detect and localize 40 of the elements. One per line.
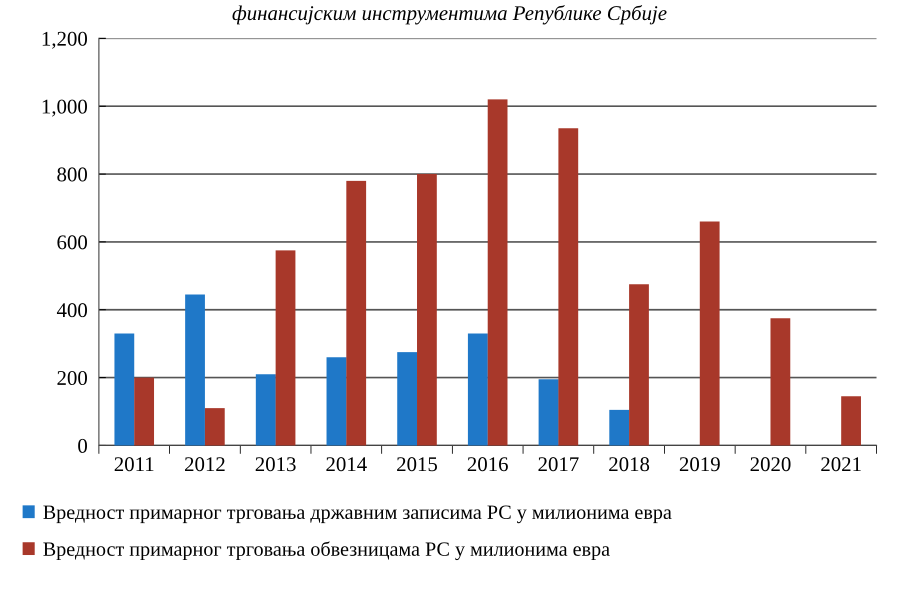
x-tick-label: 2015: [397, 457, 438, 472]
y-tick-label: 800: [57, 167, 87, 182]
bar: [417, 174, 437, 446]
bar: [468, 334, 488, 446]
bar: [185, 294, 205, 446]
x-tick-label: 2020: [750, 457, 791, 472]
y-tick-label: 200: [57, 370, 87, 386]
x-tick-label: 2018: [609, 457, 650, 472]
x-tick-label: 2012: [185, 457, 225, 472]
x-tick-label: 2019: [680, 457, 720, 472]
x-tick-label: 2011: [114, 457, 154, 472]
y-tick-label: 1,000: [42, 100, 87, 117]
legend-label: Вредност примарног трговања обвезницама РС у милионима евра: [43, 541, 610, 560]
bar: [346, 180, 366, 446]
x-tick-label: 2017: [538, 457, 579, 472]
bar: [609, 410, 630, 446]
bar: [538, 379, 558, 446]
bar: [700, 222, 720, 446]
bar: [629, 284, 649, 446]
y-tick-label: 400: [56, 303, 87, 318]
bar: [114, 334, 134, 446]
bar: [558, 128, 578, 446]
x-tick-label: 2016: [468, 457, 508, 472]
bar: [397, 352, 418, 446]
legend-label: Вредност примарног трговања државним записима РС у милионима евра: [43, 506, 672, 524]
y-tick-label: 600: [57, 235, 87, 250]
chart-title: финансијским инструментима Републике Србије: [232, 5, 667, 24]
x-tick-label: 2014: [326, 457, 367, 472]
bar: [256, 374, 276, 446]
bar: [134, 378, 154, 446]
bar: [488, 99, 508, 446]
bar: [326, 357, 346, 446]
bar: [841, 396, 861, 446]
bar: [204, 408, 225, 446]
y-tick-label: 1,200: [42, 32, 87, 49]
bar: [770, 318, 790, 446]
x-tick-label: 2021: [821, 457, 861, 472]
x-tick-label: 2013: [256, 457, 296, 472]
y-tick-label: 0: [78, 438, 87, 453]
bar: [276, 250, 296, 446]
